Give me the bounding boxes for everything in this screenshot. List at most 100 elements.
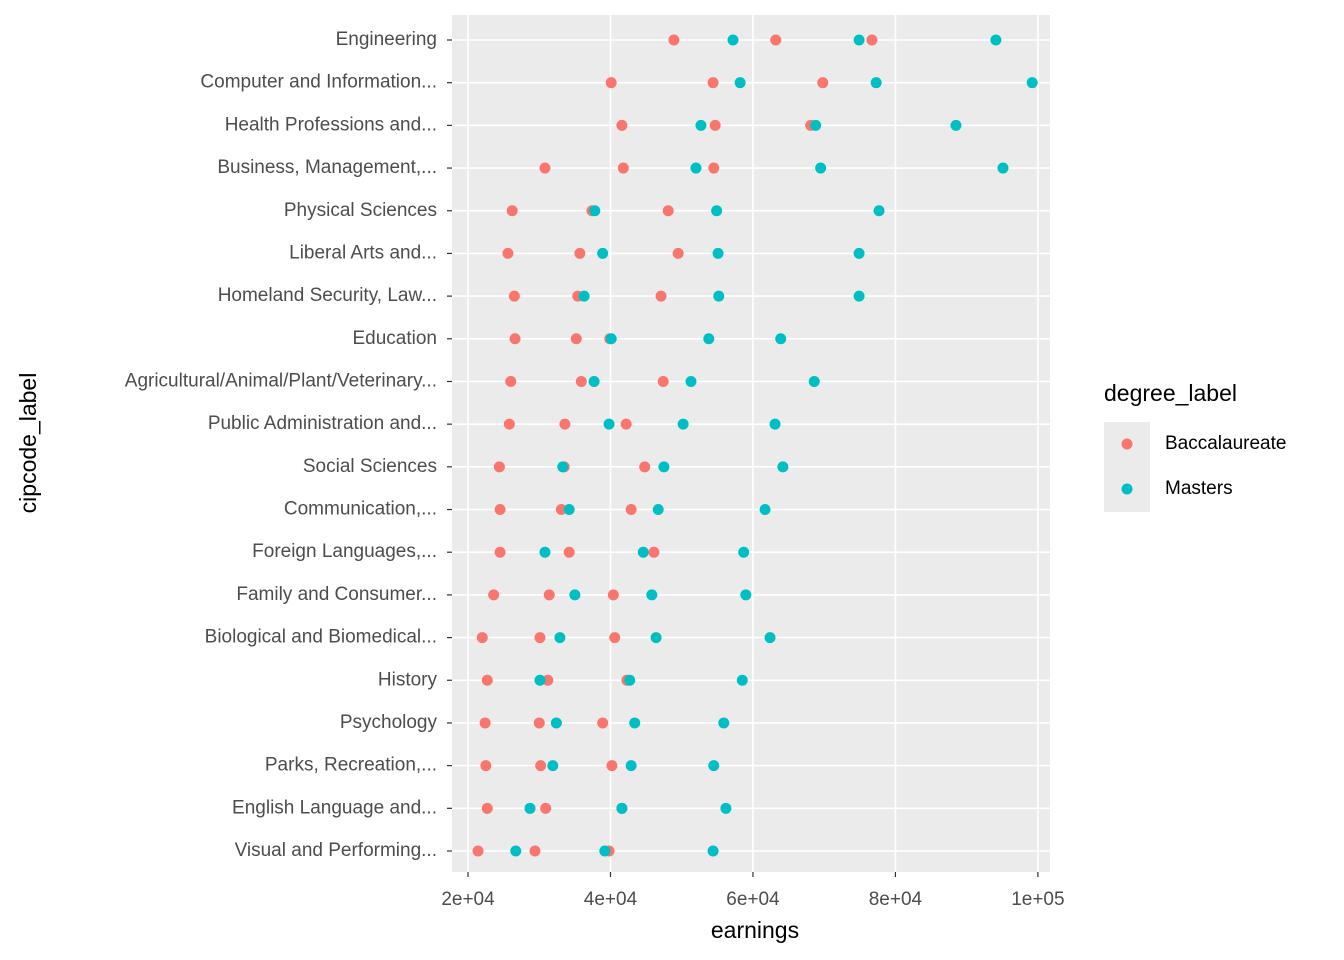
y-axis-title: cipcode_label	[15, 373, 41, 514]
point	[707, 77, 719, 89]
point	[479, 717, 491, 729]
point	[662, 205, 674, 217]
point	[650, 632, 662, 644]
point	[655, 290, 667, 302]
point	[509, 333, 521, 345]
y-tick-label: Parks, Recreation,...	[265, 755, 437, 776]
point	[570, 333, 582, 345]
point	[709, 119, 721, 131]
point	[738, 546, 750, 558]
point	[481, 802, 493, 814]
point	[569, 589, 581, 601]
point	[534, 632, 546, 644]
point	[476, 632, 488, 644]
point	[563, 546, 575, 558]
point	[534, 674, 546, 686]
point	[472, 845, 484, 857]
point	[637, 546, 649, 558]
legend-key-background	[1104, 422, 1150, 512]
point	[574, 247, 586, 259]
point	[502, 247, 514, 259]
point	[648, 546, 660, 558]
point	[506, 205, 518, 217]
point	[597, 717, 609, 729]
y-tick-label: Visual and Performing...	[235, 840, 437, 861]
point	[503, 418, 515, 430]
point	[759, 504, 771, 516]
y-tick-label: Liberal Arts and...	[289, 242, 437, 263]
point	[815, 162, 827, 174]
y-tick-label: Health Professions and...	[225, 114, 437, 135]
point	[605, 77, 617, 89]
point	[616, 802, 628, 814]
point	[547, 760, 559, 772]
point	[677, 418, 689, 430]
point	[493, 461, 505, 473]
point	[658, 461, 670, 473]
y-tick-label: Physical Sciences	[284, 200, 437, 221]
point	[707, 845, 719, 857]
point	[617, 162, 629, 174]
point	[685, 375, 697, 387]
point	[605, 333, 617, 345]
point	[736, 674, 748, 686]
y-tick-label: Homeland Security, Law...	[218, 285, 437, 306]
point	[810, 119, 822, 131]
point	[775, 333, 787, 345]
point	[557, 461, 569, 473]
y-tick-label: Business, Management,...	[217, 157, 437, 178]
x-axis-title: earnings	[711, 917, 799, 943]
point	[607, 589, 619, 601]
point	[734, 77, 746, 89]
point	[625, 760, 637, 772]
point	[990, 34, 1002, 46]
point	[668, 34, 680, 46]
point	[625, 504, 637, 516]
point	[539, 162, 551, 174]
point	[727, 34, 739, 46]
legend-marker	[1121, 438, 1133, 450]
point	[543, 589, 555, 601]
y-tick-label: English Language and...	[232, 797, 437, 818]
x-tick-label: 2e+04	[441, 889, 495, 910]
point	[646, 589, 658, 601]
point	[777, 461, 789, 473]
point	[559, 418, 571, 430]
point	[870, 77, 882, 89]
point	[740, 589, 752, 601]
point	[481, 674, 493, 686]
point	[535, 760, 547, 772]
point	[494, 546, 506, 558]
point	[588, 375, 600, 387]
point	[550, 717, 562, 729]
y-tick-label: Computer and Information...	[200, 72, 437, 93]
point	[866, 34, 878, 46]
point	[616, 119, 628, 131]
point	[672, 247, 684, 259]
point	[494, 504, 506, 516]
point	[529, 845, 541, 857]
point	[695, 119, 707, 131]
point	[542, 674, 554, 686]
point	[720, 802, 732, 814]
y-tick-label: Biological and Biomedical...	[205, 627, 437, 648]
y-tick-label: Education	[352, 328, 437, 349]
x-tick-label: 8e+04	[869, 889, 923, 910]
point	[703, 333, 715, 345]
point	[713, 290, 725, 302]
point	[853, 247, 865, 259]
point	[575, 375, 587, 387]
point	[712, 247, 724, 259]
point	[597, 247, 609, 259]
y-tick-label: Agricultural/Animal/Plant/Veterinary...	[125, 370, 437, 391]
point	[624, 674, 636, 686]
point	[508, 290, 520, 302]
point	[488, 589, 500, 601]
point	[524, 802, 536, 814]
point	[629, 717, 641, 729]
point	[563, 504, 575, 516]
point	[708, 760, 720, 772]
point	[589, 205, 601, 217]
point	[853, 34, 865, 46]
